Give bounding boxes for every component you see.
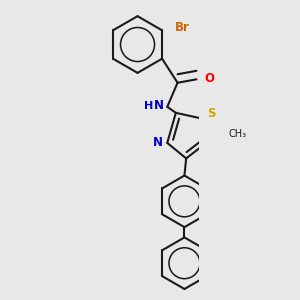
Text: N: N — [154, 100, 164, 112]
Text: O: O — [204, 72, 214, 85]
Text: H: H — [144, 101, 154, 111]
Text: S: S — [207, 107, 215, 120]
Text: N: N — [153, 136, 163, 148]
Text: CH₃: CH₃ — [228, 129, 246, 139]
Text: Br: Br — [175, 21, 190, 34]
